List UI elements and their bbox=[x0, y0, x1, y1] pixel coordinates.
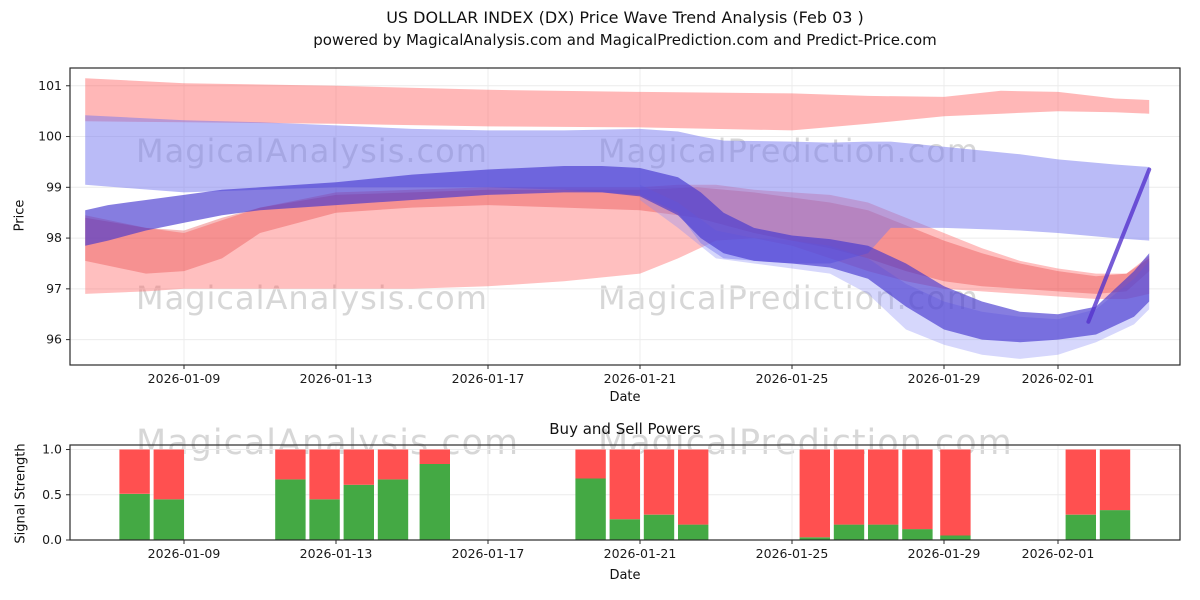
chart-subtitle: powered by MagicalAnalysis.com and Magic… bbox=[313, 31, 937, 49]
tick-label: 0.5 bbox=[42, 487, 62, 502]
buy-power-bar bbox=[343, 484, 374, 540]
buy-power-bar bbox=[678, 524, 709, 540]
sell-power-bar bbox=[609, 449, 640, 520]
tick-label: 98 bbox=[46, 230, 62, 245]
sell-power-bar bbox=[833, 449, 865, 525]
buy-power-bar bbox=[643, 514, 675, 540]
buy-power-bar bbox=[377, 479, 409, 540]
dark-core-trend-band bbox=[85, 166, 1150, 343]
sell-power-bar bbox=[1099, 449, 1131, 511]
tick-label: 1.0 bbox=[42, 442, 62, 457]
buy-power-bar bbox=[309, 499, 340, 540]
sell-power-bar bbox=[799, 449, 830, 538]
buy-power-bar bbox=[1065, 514, 1096, 540]
sell-power-bar bbox=[1065, 449, 1096, 515]
buy-power-bar bbox=[833, 524, 865, 540]
date-axis-label-top: Date bbox=[609, 390, 641, 405]
tick-label: 101 bbox=[38, 78, 62, 93]
watermark-magicalanalysis: MagicalAnalysis.com bbox=[136, 279, 488, 317]
tick-label: 2026-01-13 bbox=[300, 371, 373, 386]
date-axis-label-bottom: Date bbox=[609, 568, 641, 583]
buy-power-bar bbox=[902, 529, 933, 540]
signal-strength-axis-label: Signal Strength bbox=[13, 443, 29, 544]
sell-power-bar bbox=[643, 449, 675, 515]
plot-frame bbox=[69, 67, 1181, 366]
buy-power-bar bbox=[419, 464, 450, 540]
tick-label: 2026-01-21 bbox=[604, 546, 677, 561]
chart-title: US DOLLAR INDEX (DX) Price Wave Trend An… bbox=[386, 8, 864, 27]
buy-power-bar bbox=[153, 499, 184, 540]
sell-power-bar bbox=[343, 449, 374, 485]
buy-power-bar bbox=[609, 519, 640, 540]
upper-red-forecast-band bbox=[85, 78, 1150, 131]
tick-label: 2026-02-01 bbox=[1022, 546, 1095, 561]
tick-label: 2026-01-25 bbox=[756, 546, 829, 561]
price-axis-label: Price bbox=[12, 199, 28, 232]
buy-power-bar bbox=[119, 493, 150, 540]
purple-spike-line bbox=[1086, 167, 1152, 324]
tick-label: 2026-01-13 bbox=[300, 546, 373, 561]
tick-label: 2026-01-09 bbox=[148, 546, 221, 561]
inner-red-band bbox=[85, 187, 1150, 294]
tick-label: 2026-01-09 bbox=[148, 371, 221, 386]
sell-power-bar bbox=[940, 449, 971, 536]
tick-label: 100 bbox=[38, 129, 62, 144]
tick-label: 2026-01-17 bbox=[452, 371, 525, 386]
sell-power-bar bbox=[377, 449, 409, 480]
sell-power-bar bbox=[575, 449, 606, 479]
sell-power-bar bbox=[868, 449, 899, 525]
tick-label: 2026-01-29 bbox=[908, 546, 981, 561]
sell-power-bar bbox=[309, 449, 340, 500]
sell-power-bar bbox=[678, 449, 709, 525]
tick-label: 2026-01-21 bbox=[604, 371, 677, 386]
tick-label: 97 bbox=[46, 281, 62, 296]
tick-label: 96 bbox=[46, 332, 62, 347]
tick-label: 2026-01-29 bbox=[908, 371, 981, 386]
buy-power-bar bbox=[575, 478, 606, 540]
buy-power-bar bbox=[1099, 510, 1131, 540]
plot-frame bbox=[69, 444, 1181, 541]
tick-label: 2026-01-25 bbox=[756, 371, 829, 386]
tick-label: 99 bbox=[46, 179, 62, 194]
tick-label: 0.0 bbox=[42, 532, 62, 547]
sell-power-bar bbox=[902, 449, 933, 530]
buy-sell-powers-title: Buy and Sell Powers bbox=[549, 420, 701, 438]
buy-power-bar bbox=[799, 537, 830, 540]
sell-power-bar bbox=[275, 449, 306, 480]
tick-label: 2026-01-17 bbox=[452, 546, 525, 561]
tick-label: 2026-02-01 bbox=[1022, 371, 1095, 386]
buy-power-bar bbox=[868, 524, 899, 540]
sell-power-bar bbox=[153, 449, 184, 500]
sell-power-bar bbox=[419, 449, 450, 464]
sell-power-bar bbox=[119, 449, 150, 494]
buy-power-bar bbox=[275, 479, 306, 540]
buy-power-bar bbox=[940, 535, 971, 540]
